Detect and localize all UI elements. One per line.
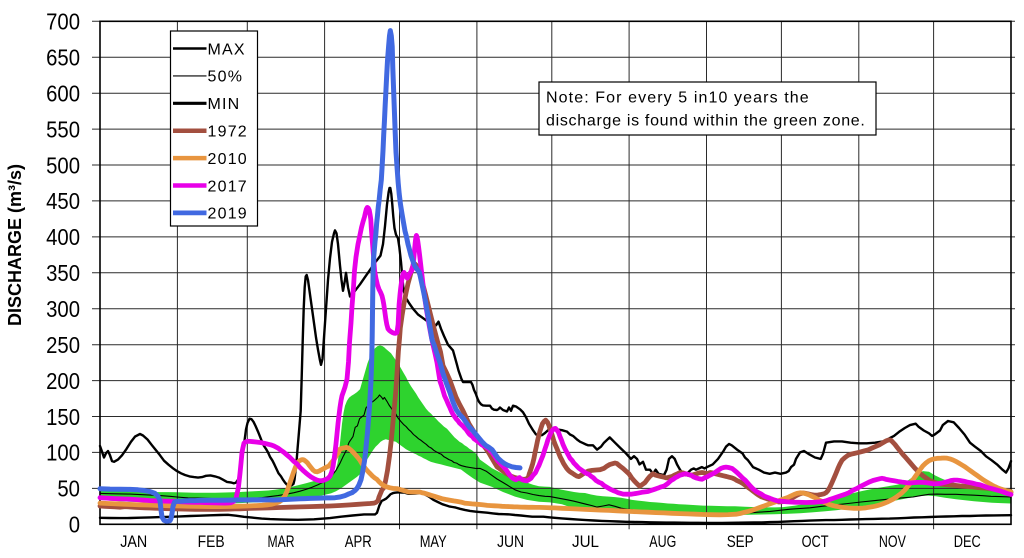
svg-text:OCT: OCT [802,533,829,551]
svg-text:AUG: AUG [649,533,676,551]
svg-text:500: 500 [46,152,80,178]
svg-text:250: 250 [46,332,80,358]
svg-text:DISCHARGE (m³/s): DISCHARGE (m³/s) [5,164,25,326]
svg-text:2017: 2017 [208,178,248,195]
svg-text:0: 0 [69,512,80,538]
svg-text:FEB: FEB [198,533,225,551]
svg-text:550: 550 [46,116,80,142]
svg-text:150: 150 [46,404,80,430]
svg-text:1972: 1972 [208,124,248,141]
svg-text:650: 650 [46,45,80,71]
svg-text:300: 300 [46,296,80,322]
svg-text:Note: For every 5 in10 years t: Note: For every 5 in10 years the [546,90,810,107]
svg-text:400: 400 [46,224,80,250]
svg-text:2019: 2019 [208,206,248,223]
svg-text:MIN: MIN [208,96,241,113]
svg-text:700: 700 [46,9,80,35]
svg-text:50%: 50% [208,69,244,86]
svg-text:NOV: NOV [879,533,906,551]
svg-text:MAX: MAX [208,41,246,58]
svg-text:MAR: MAR [268,533,295,551]
svg-text:JUN: JUN [497,533,524,551]
svg-text:350: 350 [46,260,80,286]
svg-text:50: 50 [57,476,80,502]
svg-text:200: 200 [46,368,80,394]
svg-text:JUL: JUL [572,533,599,551]
svg-text:2010: 2010 [208,151,248,168]
svg-text:SEP: SEP [727,533,754,551]
svg-text:JAN: JAN [120,533,147,551]
svg-text:450: 450 [46,188,80,214]
svg-text:MAY: MAY [420,533,447,551]
svg-text:discharge is found within the: discharge is found within the green zone… [546,113,866,130]
svg-text:APR: APR [345,533,372,551]
svg-text:DEC: DEC [954,533,981,551]
svg-text:100: 100 [46,440,80,466]
svg-text:600: 600 [46,81,80,107]
